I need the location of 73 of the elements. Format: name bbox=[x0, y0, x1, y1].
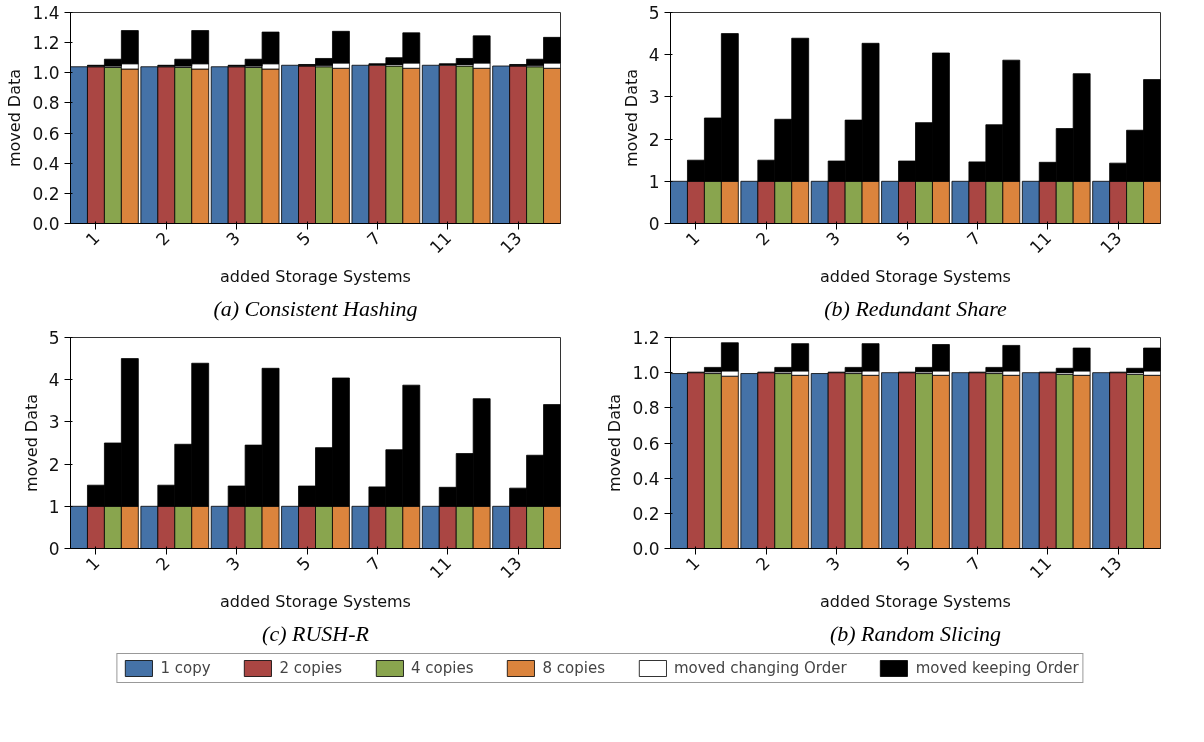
x-axis-title: added Storage Systems bbox=[820, 266, 1011, 286]
x-tick-label: 5 bbox=[892, 552, 915, 575]
y-axis-title: moved Data bbox=[5, 68, 25, 168]
y-tick-label: 0.4 bbox=[32, 153, 60, 174]
y-tick-label: 1.2 bbox=[632, 328, 660, 348]
x-tick-label: 13 bbox=[496, 552, 526, 583]
x-tick-label: 5 bbox=[292, 552, 315, 575]
y-tick-label: 0.6 bbox=[32, 123, 60, 144]
legend-label: moved keeping Order bbox=[915, 659, 1079, 677]
x-tick-label: 11 bbox=[1025, 227, 1056, 258]
text: (c) RUSH-R bbox=[262, 620, 370, 646]
x-tick-label: 2 bbox=[751, 552, 774, 575]
y-axis-title: moved Data bbox=[21, 393, 41, 493]
x-tick-label: 11 bbox=[425, 227, 456, 258]
x-tick-label: 2 bbox=[751, 227, 774, 250]
x-tick-label: 5 bbox=[892, 227, 915, 250]
y-tick-label: 0.8 bbox=[632, 398, 660, 419]
x-tick-label: 11 bbox=[425, 552, 456, 583]
y-tick-label: 5 bbox=[48, 328, 60, 348]
x-tick-label: 2 bbox=[151, 227, 174, 250]
x-tick-label: 7 bbox=[363, 552, 385, 575]
x-tick-label: 5 bbox=[292, 227, 315, 250]
y-tick-label: 3 bbox=[648, 87, 660, 108]
y-tick-label: 1.0 bbox=[632, 363, 660, 384]
x-tick-label: 3 bbox=[222, 227, 245, 250]
x-tick-label: 1 bbox=[681, 227, 704, 250]
text: (a) Consistent Hashing bbox=[213, 295, 418, 321]
x-tick-label: 3 bbox=[222, 552, 245, 575]
x-tick-label: 7 bbox=[963, 552, 985, 575]
y-tick-label: 0.0 bbox=[632, 539, 660, 559]
y-tick-label: 5 bbox=[648, 3, 660, 23]
y-tick-label: 4 bbox=[48, 370, 60, 391]
legend-label: 2 copies bbox=[279, 659, 343, 677]
legend-label: 1 copy bbox=[160, 659, 211, 677]
x-tick-label: 7 bbox=[963, 227, 985, 250]
y-tick-label: 1 bbox=[48, 496, 60, 517]
y-tick-label: 4 bbox=[648, 45, 660, 66]
x-tick-label: 7 bbox=[363, 227, 385, 250]
x-tick-label: 3 bbox=[822, 227, 845, 250]
y-tick-label: 0.4 bbox=[632, 468, 660, 489]
legend-label: moved changing Order bbox=[673, 659, 847, 677]
y-tick-label: 2 bbox=[648, 129, 660, 150]
y-tick-label: 0 bbox=[648, 214, 660, 234]
y-tick-label: 0.0 bbox=[32, 214, 60, 234]
y-tick-label: 1.0 bbox=[32, 63, 60, 84]
x-tick-label: 13 bbox=[1096, 227, 1126, 258]
x-tick-label: 1 bbox=[81, 552, 104, 575]
text: (b) Redundant Share bbox=[824, 295, 1007, 321]
x-tick-label: 3 bbox=[822, 552, 845, 575]
x-tick-label: 13 bbox=[1096, 552, 1126, 583]
y-tick-label: 0.8 bbox=[32, 93, 60, 114]
y-axis-title: moved Data bbox=[605, 393, 625, 493]
y-tick-label: 0.2 bbox=[632, 503, 660, 524]
y-tick-label: 0.2 bbox=[32, 183, 60, 204]
y-tick-label: 2 bbox=[48, 454, 60, 475]
y-axis-title: moved Data bbox=[621, 68, 641, 168]
y-tick-label: 1.4 bbox=[32, 3, 60, 23]
x-axis-title: added Storage Systems bbox=[820, 591, 1011, 611]
y-tick-label: 0 bbox=[48, 539, 60, 559]
x-tick-label: 1 bbox=[81, 227, 104, 250]
x-tick-label: 11 bbox=[1025, 552, 1056, 583]
y-tick-label: 1 bbox=[648, 171, 660, 192]
y-tick-label: 1.2 bbox=[32, 33, 60, 54]
x-tick-label: 1 bbox=[681, 552, 704, 575]
legend-label: 4 copies bbox=[411, 659, 474, 677]
text: (b) Random Slicing bbox=[829, 620, 1002, 646]
x-tick-label: 2 bbox=[151, 552, 174, 575]
y-tick-label: 3 bbox=[48, 412, 60, 433]
x-axis-title: added Storage Systems bbox=[220, 266, 411, 286]
legend-label: 8 copies bbox=[542, 659, 605, 677]
y-tick-label: 0.6 bbox=[632, 433, 660, 454]
x-axis-title: added Storage Systems bbox=[220, 591, 411, 611]
x-tick-label: 13 bbox=[496, 227, 526, 258]
